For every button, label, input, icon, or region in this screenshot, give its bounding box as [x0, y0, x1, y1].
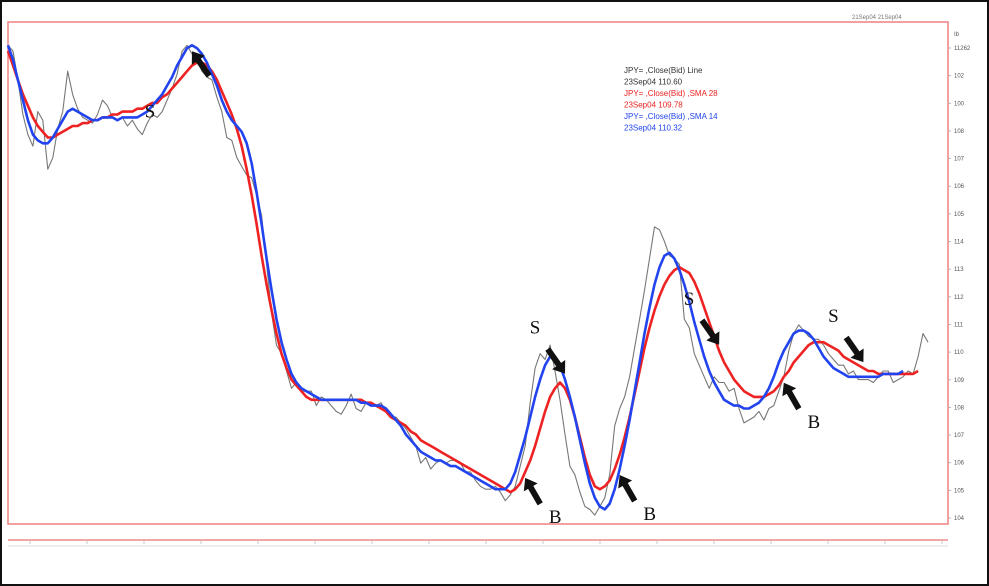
- sma14-line: [6, 44, 904, 511]
- signal-arrow-icon: [699, 318, 720, 345]
- signal-label: S: [145, 101, 156, 122]
- signal-arrow-icon: [843, 335, 864, 363]
- y-tick-label: 108: [954, 129, 965, 135]
- y-tick-label: 110: [954, 350, 964, 356]
- plot-frame: [7, 21, 949, 525]
- y-axis-top-label: Ib: [954, 32, 960, 38]
- legend-entry: JPY= ,Close(Bid) Line: [624, 66, 703, 75]
- y-tick-label: 114: [954, 240, 964, 246]
- y-tick-label: 105: [954, 488, 965, 494]
- legend-entry: JPY= ,Close(Bid) ,SMA 28: [624, 89, 718, 98]
- signal-label: B: [807, 412, 820, 433]
- x-axis-ticks: [29, 540, 943, 544]
- y-tick-label: 106: [954, 461, 965, 467]
- y-tick-label: 109: [954, 378, 965, 384]
- signal-label: B: [549, 507, 562, 528]
- y-tick-label: 112: [954, 295, 964, 301]
- legend-entry: 23Sep04 110.60: [624, 78, 683, 87]
- signal-label: S: [828, 306, 839, 327]
- header-text: 21Sep04 21Sep04: [852, 15, 902, 21]
- y-tick-label: 11262: [954, 46, 971, 52]
- signal-label: S: [684, 289, 695, 310]
- legend: JPY= ,Close(Bid) Line 23Sep04 110.60 JPY= …: [624, 66, 718, 133]
- legend-entry: 23Sep04 109.78: [624, 101, 683, 110]
- y-axis-ticks: 11262 102 100 108 107 106 105 114 113 112 111 110 10…: [948, 46, 971, 522]
- y-tick-label: 107: [954, 433, 965, 439]
- y-tick-label: 100: [954, 101, 965, 107]
- y-tick-label: 104: [954, 516, 965, 522]
- y-tick-label: 106: [954, 184, 965, 190]
- signal-label: B: [643, 504, 656, 525]
- series-layer: [6, 44, 929, 516]
- legend-entry: 23Sep04 110.32: [624, 124, 683, 133]
- y-tick-label: 111: [954, 322, 964, 328]
- legend-entry: JPY= ,Close(Bid) ,SMA 14: [624, 112, 718, 121]
- signal-arrow-icon: [618, 475, 638, 503]
- signal-arrow-icon: [523, 477, 543, 506]
- y-tick-label: 107: [954, 157, 965, 163]
- signal-annotations: S B S B S B S: [145, 51, 864, 528]
- y-tick-label: 113: [954, 267, 964, 273]
- y-tick-label: 108: [954, 405, 965, 411]
- signal-arrow-icon: [545, 347, 566, 374]
- y-tick-label: 105: [954, 212, 965, 218]
- sma28-line: [6, 50, 919, 494]
- signal-arrow-icon: [782, 382, 802, 411]
- signal-label: S: [530, 318, 541, 339]
- signal-arrow-icon: [191, 51, 212, 78]
- y-tick-label: 102: [954, 74, 965, 80]
